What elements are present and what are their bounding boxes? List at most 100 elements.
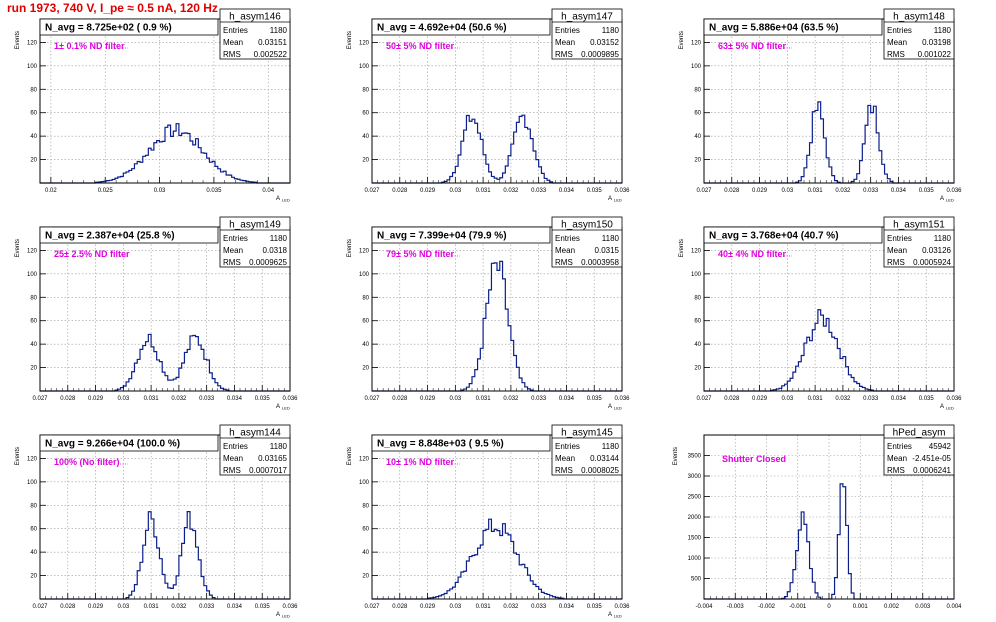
y-tick-label: 20: [362, 158, 369, 164]
y-tick-label: 60: [362, 111, 369, 117]
y-tick-label: 80: [694, 295, 701, 301]
x-tick-label: 0.03: [117, 604, 129, 610]
histogram-bars: [704, 101, 954, 184]
stat-label: Mean: [555, 38, 575, 47]
y-tick-label: 100: [691, 64, 702, 70]
stat-value: 0.0315: [595, 246, 620, 255]
filter-annotation: 79± 5% ND filter: [386, 249, 454, 259]
stat-value: 0.0007017: [249, 466, 287, 475]
y-axis-label: Events: [347, 447, 353, 465]
x-tick-label: 0.035: [255, 604, 271, 610]
x-tick-label: 0.029: [420, 396, 436, 402]
histogram-panel-h_asym144: 0.027 0.028 0.029 0.03 0.031 0.032 0.033 0.034 0…: [15, 424, 298, 619]
x-tick-label: 0.034: [227, 604, 243, 610]
x-tick-label: 0.032: [171, 396, 187, 402]
x-tick-label: 0.004: [946, 604, 962, 610]
x-tick-label: 0.035: [587, 396, 603, 402]
histogram-bars: [40, 123, 290, 184]
x-tick-label: 0.027: [696, 188, 712, 194]
x-tick-label: 0: [827, 604, 831, 610]
y-tick-label: 20: [362, 366, 369, 372]
x-tick-label: 0.04: [262, 188, 274, 194]
filter-annotation: 1± 0.1% ND filter: [54, 41, 125, 51]
navg-title: N_avg = 8.848e+03 ( 9.5 %): [377, 439, 504, 450]
histogram-panel-h_asym147: 0.027 0.028 0.029 0.03 0.031 0.032 0.033 0.034 0…: [347, 8, 630, 203]
y-tick-label: 80: [30, 503, 37, 509]
y-tick-label: 60: [30, 319, 37, 325]
x-tick-label: 0.031: [808, 188, 824, 194]
y-tick-label: 60: [694, 319, 701, 325]
y-tick-label: 80: [362, 87, 369, 93]
stats-box: [883, 8, 955, 60]
y-tick-label: 1000: [688, 556, 702, 562]
histogram-panel-h_asym145: 0.027 0.028 0.029 0.03 0.031 0.032 0.033 0.034 0…: [347, 424, 630, 619]
histogram-panel-hPed_asym: -0.004 -0.003 -0.002 -0.001 0 0.001 0.002 0.003…: [673, 424, 962, 610]
x-tick-label: 0.033: [531, 604, 547, 610]
x-tick-label: 0.031: [144, 604, 160, 610]
stat-value: 1180: [602, 26, 620, 35]
stats-box: [219, 216, 291, 268]
stat-label: Entries: [887, 234, 912, 243]
y-tick-label: 20: [30, 158, 37, 164]
y-axis-label: Events: [679, 31, 685, 49]
x-tick-label: 0.035: [255, 396, 271, 402]
x-tick-label: 0.029: [88, 396, 104, 402]
stat-label: Entries: [555, 234, 580, 243]
x-tick-label: 0.028: [392, 604, 408, 610]
x-tick-label: 0.029: [752, 396, 768, 402]
stat-value: 45942: [929, 442, 952, 451]
stats-box: [551, 8, 623, 60]
histogram-bars: [372, 114, 622, 184]
y-tick-label: 3000: [688, 474, 702, 480]
y-axis-label: Events: [15, 447, 21, 465]
filter-annotation: 25± 2.5% ND filter: [54, 249, 130, 259]
stat-label: Entries: [223, 442, 248, 451]
navg-title: N_avg = 4.692e+04 (50.6 %): [377, 23, 507, 34]
stat-value: 1180: [602, 442, 620, 451]
x-tick-label: -0.003: [727, 604, 745, 610]
stat-value: 1180: [934, 234, 952, 243]
y-tick-label: 80: [30, 295, 37, 301]
y-tick-label: 120: [27, 456, 38, 462]
y-tick-label: 80: [694, 87, 701, 93]
x-tick-label: 0.034: [559, 396, 575, 402]
stats-box-title: h_asym145: [561, 428, 613, 439]
stat-label: Mean: [887, 454, 907, 463]
stat-label: RMS: [555, 466, 573, 475]
histogram-bars: [40, 333, 290, 392]
x-tick-label: 0.034: [227, 396, 243, 402]
y-tick-label: 20: [30, 574, 37, 580]
x-tick-label: 0.002: [884, 604, 900, 610]
x-tick-label: 0.034: [891, 188, 907, 194]
stat-value: 1180: [602, 234, 620, 243]
stat-value: 0.0006241: [913, 466, 951, 475]
x-tick-label: 0.001: [853, 604, 869, 610]
x-tick-label: 0.03: [781, 396, 793, 402]
x-axis-label: A LED: [276, 612, 290, 619]
navg-box: [371, 18, 551, 36]
x-tick-label: 0.036: [282, 396, 298, 402]
x-tick-label: -0.002: [758, 604, 776, 610]
stats-box-title: h_asym148: [893, 12, 945, 23]
x-tick-label: 0.029: [420, 604, 436, 610]
stat-value: 0.03126: [922, 246, 951, 255]
stat-label: Entries: [887, 26, 912, 35]
y-tick-label: 100: [691, 272, 702, 278]
x-tick-label: 0.031: [476, 604, 492, 610]
y-tick-label: 1500: [688, 536, 702, 542]
stats-box-title: h_asym147: [561, 12, 613, 23]
x-tick-label: 0.032: [503, 604, 519, 610]
stat-value: 0.0003958: [581, 258, 619, 267]
stats-box-title: h_asym150: [561, 220, 613, 231]
stat-label: RMS: [555, 258, 573, 267]
histogram-panel-h_asym146: 0.02 0.025 0.03 0.035 0.04 20 40 60 80 100 120 Even…: [15, 8, 291, 203]
x-tick-label: 0.035: [587, 188, 603, 194]
x-axis-label: A LED: [608, 404, 622, 411]
navg-box: [703, 226, 883, 244]
y-axis-label: Events: [673, 447, 679, 465]
stats-box: [883, 424, 955, 476]
x-tick-label: 0.035: [919, 188, 935, 194]
y-tick-label: 120: [359, 248, 370, 254]
x-axis-label: A LED: [276, 196, 290, 203]
x-axis-label: A LED: [940, 404, 954, 411]
